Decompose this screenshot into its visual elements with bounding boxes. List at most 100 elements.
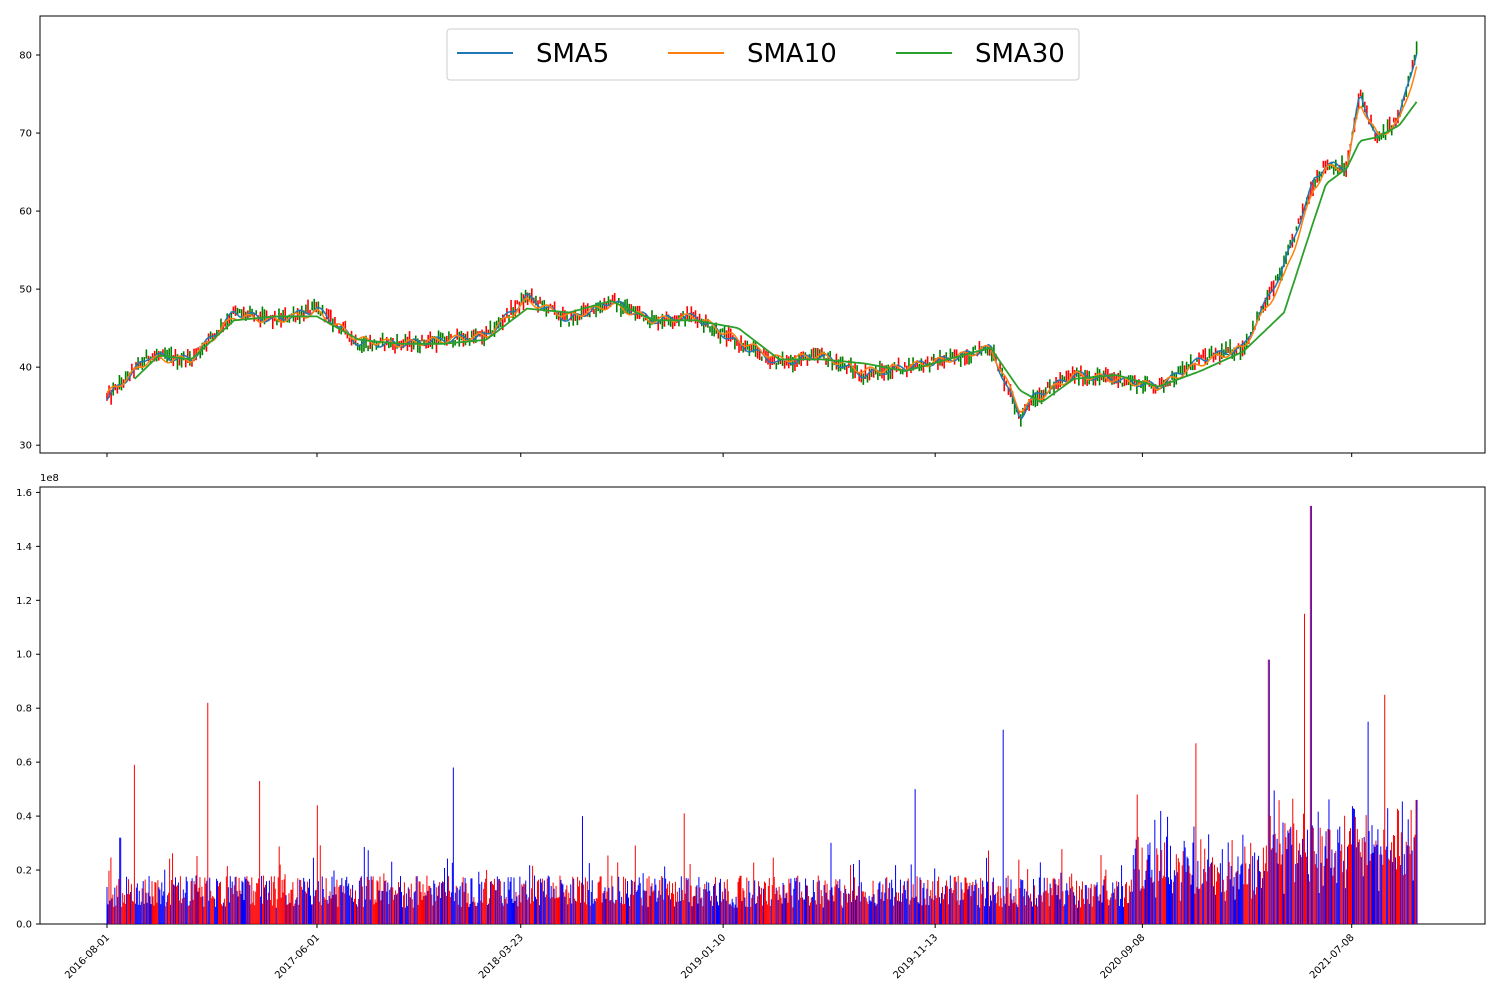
volume-bar bbox=[630, 879, 632, 924]
volume-bar bbox=[534, 875, 536, 924]
candle-body bbox=[1177, 366, 1180, 375]
volume-bar bbox=[823, 884, 825, 924]
volume-bar bbox=[844, 885, 846, 924]
candle-body bbox=[599, 300, 601, 314]
volume-bar bbox=[380, 900, 382, 924]
volume-bar bbox=[1386, 846, 1388, 924]
volume-bar bbox=[755, 903, 757, 924]
volume-bar bbox=[1136, 794, 1138, 924]
volume-bar bbox=[1246, 884, 1248, 924]
volume-bar bbox=[141, 888, 143, 924]
candle-body bbox=[988, 345, 991, 356]
volume-bar bbox=[1387, 808, 1389, 924]
volume-bar bbox=[319, 845, 321, 924]
volume-bar bbox=[258, 878, 260, 924]
volume-bar bbox=[579, 880, 581, 924]
volume-bar bbox=[793, 888, 795, 924]
volume-bar bbox=[1335, 850, 1337, 924]
candle-body bbox=[381, 332, 384, 347]
volume-bar bbox=[631, 881, 633, 924]
volume-bar bbox=[1253, 890, 1255, 924]
candle-body bbox=[448, 331, 450, 342]
volume-bar bbox=[171, 880, 173, 924]
volume-bar bbox=[753, 862, 755, 924]
volume-bar bbox=[883, 900, 885, 924]
volume-bar bbox=[734, 904, 736, 924]
candle-body bbox=[848, 360, 850, 368]
volume-bar bbox=[1256, 887, 1258, 924]
volume-bar bbox=[678, 887, 680, 924]
volume-bar bbox=[513, 877, 515, 924]
candle-body bbox=[1046, 381, 1049, 388]
volume-bar bbox=[542, 891, 544, 924]
volume-bar bbox=[1052, 879, 1054, 924]
candle-body bbox=[1140, 380, 1142, 389]
volume-bar bbox=[929, 896, 931, 924]
volume-bar bbox=[1156, 848, 1158, 924]
volume-bar bbox=[324, 899, 326, 924]
volume-bar bbox=[642, 873, 644, 924]
volume-bar bbox=[1108, 905, 1110, 924]
candle-body bbox=[325, 308, 328, 320]
volume-bar bbox=[494, 890, 496, 924]
volume-bar bbox=[988, 850, 990, 924]
volume-bar bbox=[580, 902, 582, 924]
volume-bar bbox=[1342, 872, 1344, 924]
volume-bar bbox=[1168, 877, 1170, 924]
volume-bar bbox=[386, 891, 388, 924]
candle-body bbox=[1160, 377, 1163, 385]
volume-bar bbox=[573, 878, 575, 924]
volume-bar bbox=[1001, 906, 1003, 924]
volume-bar bbox=[434, 883, 436, 924]
volume-bar bbox=[238, 877, 240, 924]
volume-bar bbox=[184, 892, 186, 924]
volume-bar bbox=[1149, 842, 1151, 924]
volume-bar bbox=[587, 890, 589, 924]
candle-body bbox=[1335, 159, 1337, 171]
volume-bar bbox=[877, 889, 879, 924]
volume-bar bbox=[751, 897, 753, 924]
volume-bar bbox=[559, 875, 561, 924]
volume-bar bbox=[688, 902, 690, 924]
volume-bar bbox=[664, 866, 666, 924]
volume-bar bbox=[402, 895, 404, 924]
volume-bar bbox=[270, 876, 272, 924]
volume-bar bbox=[183, 897, 185, 924]
volume-bar bbox=[742, 888, 744, 924]
volume-bar bbox=[1395, 869, 1397, 924]
volume-bar bbox=[528, 897, 530, 924]
volume-bar bbox=[711, 895, 713, 924]
candle-body bbox=[151, 353, 154, 360]
volume-bar bbox=[466, 902, 468, 924]
volume-bar bbox=[554, 898, 556, 924]
volume-bar bbox=[629, 894, 631, 924]
volume-bar bbox=[729, 903, 731, 924]
volume-bar bbox=[703, 889, 705, 924]
volume-bar bbox=[1297, 863, 1299, 924]
volume-bar bbox=[506, 903, 508, 924]
volume-bar bbox=[1252, 856, 1254, 924]
volume-bar bbox=[298, 904, 300, 924]
volume-bar bbox=[403, 882, 405, 924]
candle-body bbox=[1341, 155, 1343, 172]
volume-bar bbox=[603, 891, 605, 924]
volume-bar bbox=[168, 892, 170, 924]
volume-bar bbox=[743, 890, 745, 924]
candle-body bbox=[520, 292, 523, 305]
volume-bar bbox=[326, 900, 328, 924]
volume-bar bbox=[1392, 862, 1394, 924]
volume-bar bbox=[1203, 868, 1205, 924]
volume-bar bbox=[919, 877, 921, 924]
volume-bar bbox=[1184, 847, 1186, 924]
volume-bar bbox=[869, 900, 871, 924]
volume-bar bbox=[495, 890, 497, 924]
volume-bar bbox=[708, 882, 710, 924]
volume-bar bbox=[1217, 872, 1219, 924]
volume-bar bbox=[383, 873, 385, 924]
volume-bar bbox=[632, 894, 634, 924]
volume-bar bbox=[305, 891, 307, 924]
volume-bar bbox=[1292, 798, 1294, 924]
price-y-tick-label: 80 bbox=[19, 51, 32, 62]
candle-body bbox=[1192, 364, 1194, 371]
volume-bar bbox=[673, 906, 675, 924]
